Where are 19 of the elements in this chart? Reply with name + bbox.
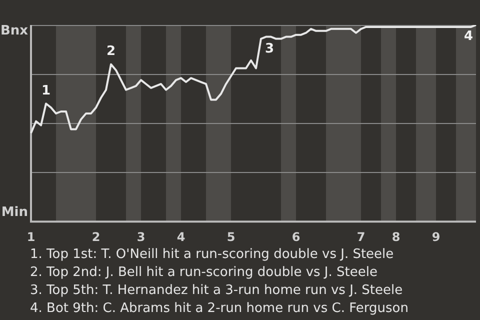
x-tick-label: 5 [226, 230, 236, 244]
text: 3. Top 5th: T. Hernandez hit a 3-run home run vs J. Steele [30, 282, 404, 300]
text: 4. Bot 9th: C. Abrams hit a 2-run home run vs C. Ferguson [30, 300, 410, 318]
x-tick-label: 1 [26, 230, 36, 244]
text: 2. Top 2nd: J. Bell hit a run-scoring double vs J. Steele [30, 264, 378, 282]
text: Bnx [0, 23, 29, 38]
text: Min [1, 204, 28, 220]
x-tick-label: 6 [292, 230, 300, 244]
x-tick-label: 9 [432, 230, 440, 244]
x-tick-label: 4 [176, 230, 186, 244]
x-tick-label: 7 [356, 230, 366, 244]
annotation: 2 [106, 44, 116, 60]
x-tick-label: 2 [92, 230, 100, 244]
x-tick-label: 3 [136, 230, 146, 244]
x-tick-label: 8 [392, 230, 400, 244]
annotation: 4 [464, 28, 473, 44]
annotation: 1 [41, 84, 51, 99]
annotation: 3 [265, 42, 274, 57]
text: 1. Top 1st: T. O'Neill hit a run-scoring double vs J. Steele [30, 246, 395, 264]
